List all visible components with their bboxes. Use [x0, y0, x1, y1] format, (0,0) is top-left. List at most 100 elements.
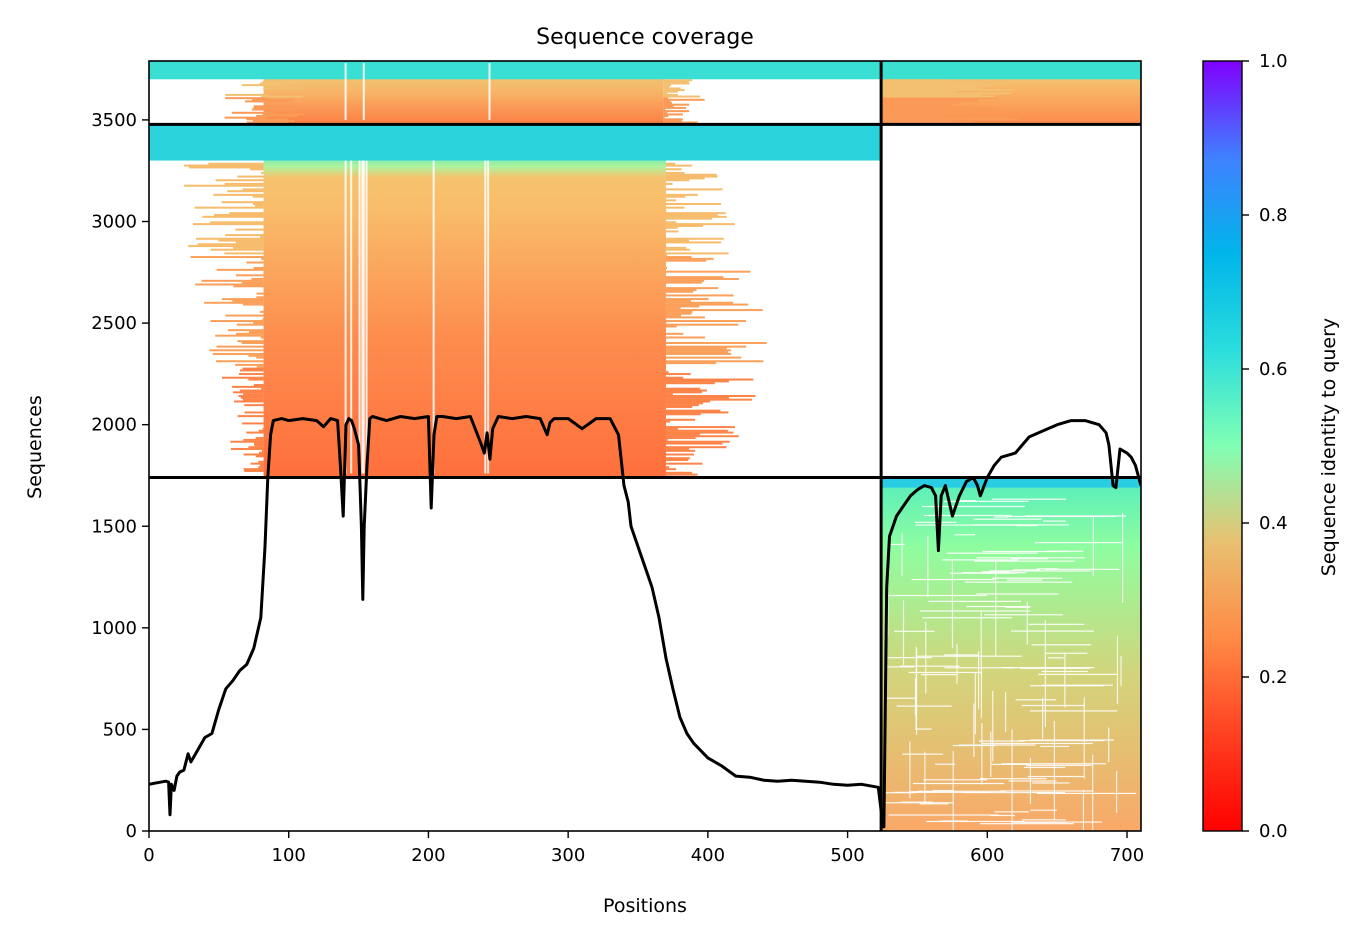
- ragged-left: [230, 448, 264, 451]
- x-tick-label: 0: [143, 845, 154, 866]
- ragged-left: [248, 378, 264, 381]
- y-tick-label: 0: [126, 821, 137, 842]
- ragged-chainB: [882, 95, 996, 98]
- gap-row: [1009, 570, 1092, 572]
- ragged-chainB: [882, 103, 951, 106]
- ragged-right: [663, 89, 685, 92]
- gap-row: [899, 665, 960, 667]
- ragged-left: [231, 111, 274, 114]
- ragged-right: [665, 332, 684, 335]
- gap-row: [1038, 673, 1117, 675]
- gap-row: [912, 782, 1004, 785]
- ragged-left: [252, 203, 264, 206]
- gap-row: [999, 790, 1094, 792]
- colorbar-label: Sequence identity to query: [1318, 318, 1340, 576]
- ragged-right: [665, 246, 687, 249]
- ragged-right: [665, 341, 767, 344]
- ragged-right: [665, 267, 668, 270]
- ragged-right: [665, 349, 731, 352]
- gap-streak: [1092, 754, 1094, 831]
- gap-streak: [1064, 653, 1066, 708]
- ragged-right: [665, 382, 715, 385]
- ragged-left: [231, 385, 264, 388]
- gap-row: [1007, 579, 1043, 581]
- ragged-right: [663, 87, 681, 90]
- gap-row: [1005, 606, 1030, 608]
- ragged-right: [665, 294, 734, 297]
- gap-row: [944, 654, 979, 656]
- gap-row: [944, 500, 1029, 502]
- ragged-right: [665, 427, 679, 430]
- ragged-left: [261, 449, 264, 452]
- ragged-left: [232, 299, 264, 302]
- ragged-left: [233, 400, 264, 403]
- ragged-right: [665, 413, 701, 416]
- gap-row: [984, 614, 1063, 616]
- ragged-chainB: [882, 93, 983, 96]
- gap-row: [1021, 819, 1067, 821]
- ragged-chainB: [882, 87, 984, 90]
- ragged-chainB: [882, 98, 979, 101]
- ragged-right: [665, 395, 756, 398]
- gap-row: [911, 578, 996, 581]
- ragged-right: [665, 429, 728, 432]
- y-tick-label: 3500: [91, 110, 137, 131]
- gap-column: [362, 160, 365, 474]
- ragged-right: [663, 93, 678, 96]
- ragged-right: [665, 400, 711, 403]
- ragged-left: [225, 314, 264, 317]
- ragged-right: [665, 437, 696, 440]
- gap-row: [884, 666, 915, 668]
- ragged-right: [665, 378, 754, 381]
- ragged-right: [663, 80, 689, 83]
- ragged-right: [665, 217, 712, 220]
- ragged-right: [663, 111, 668, 114]
- gap-row: [893, 630, 935, 632]
- ragged-chainB: [882, 121, 974, 124]
- ragged-chainB: [882, 97, 998, 100]
- ragged-left: [260, 235, 264, 238]
- ragged-right: [663, 95, 701, 98]
- gap-row: [958, 744, 1036, 746]
- gap-row: [1048, 657, 1064, 659]
- gap-row: [979, 778, 1047, 780]
- gap-row: [1024, 766, 1066, 769]
- ragged-right: [665, 279, 705, 282]
- ragged-left: [221, 376, 264, 379]
- gap-row: [994, 516, 1009, 518]
- ragged-right: [665, 449, 696, 452]
- ragged-left: [253, 106, 296, 109]
- ragged-left: [215, 179, 264, 182]
- ragged-left: [261, 387, 264, 390]
- ragged-right: [665, 173, 717, 176]
- gap-column: [362, 63, 365, 120]
- ragged-right: [663, 100, 671, 103]
- ragged-right: [663, 105, 674, 108]
- gap-row: [1030, 710, 1118, 712]
- gap-row: [1032, 782, 1070, 784]
- gap-row: [989, 814, 1015, 817]
- ragged-left: [235, 332, 264, 335]
- ragged-left: [244, 469, 264, 472]
- colorbar-ticks: 0.0 0.2 0.4 0.6 0.8 1.0: [1242, 51, 1288, 842]
- ragged-right: [665, 387, 701, 390]
- ragged-left: [248, 331, 264, 334]
- ragged-right: [665, 239, 689, 242]
- ragged-left: [259, 310, 264, 313]
- ragged-left: [228, 329, 264, 332]
- ragged-left: [190, 256, 264, 259]
- gap-column: [344, 63, 347, 120]
- gap-row: [1044, 550, 1084, 552]
- ragged-right: [665, 351, 728, 354]
- gap-row: [1016, 524, 1038, 527]
- ragged-right: [665, 409, 721, 412]
- ragged-left: [204, 301, 264, 304]
- ragged-right: [663, 119, 682, 122]
- gap-row: [976, 593, 1059, 595]
- gap-row: [916, 790, 1007, 792]
- identity-band-0: [149, 124, 882, 161]
- gap-row: [886, 594, 987, 597]
- ragged-left: [195, 237, 264, 240]
- gap-streak: [1044, 620, 1046, 727]
- gap-column: [484, 160, 487, 474]
